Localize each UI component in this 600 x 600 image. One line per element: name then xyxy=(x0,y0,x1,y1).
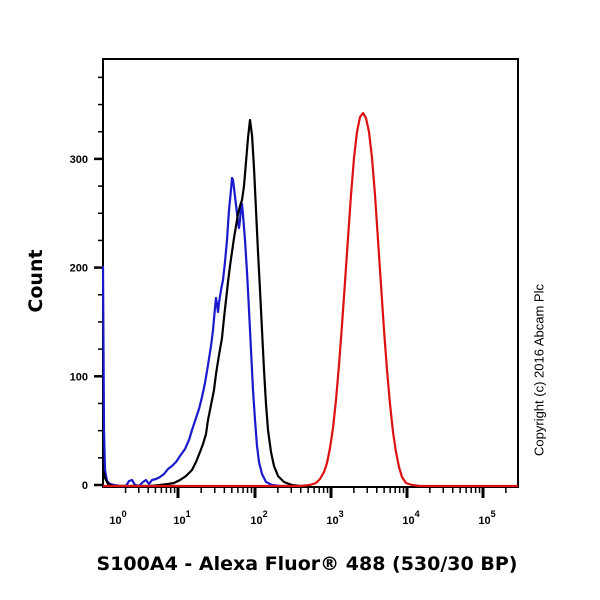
x-tick-label: 105 xyxy=(478,509,495,527)
y-axis-ticks xyxy=(94,76,103,487)
y-axis-label: Count xyxy=(25,249,47,313)
x-tick-label: 100 xyxy=(109,509,126,527)
histogram-series xyxy=(101,111,518,488)
plot-frame xyxy=(102,58,519,488)
series-black-line xyxy=(101,118,310,488)
x-tick-label: 101 xyxy=(173,509,190,527)
x-axis-ticks xyxy=(124,487,507,498)
x-tick-label: 104 xyxy=(402,509,419,527)
y-tick-label: 200 xyxy=(70,263,88,275)
y-tick-label: 100 xyxy=(70,371,88,383)
x-tick-label: 103 xyxy=(326,509,343,527)
x-tick-label: 102 xyxy=(250,509,267,527)
y-tick-labels: 0 100 200 300 xyxy=(70,154,88,492)
copyright-notice: Copyright (c) 2016 Abcam Plc xyxy=(531,284,547,456)
y-tick-label: 300 xyxy=(70,154,88,166)
x-axis-label: S100A4 - Alexa Fluor® 488 (530/30 BP) xyxy=(96,553,518,575)
y-tick-label: 0 xyxy=(82,480,88,492)
series-red-line xyxy=(103,111,518,488)
x-tick-labels: 100 101 102 103 104 105 xyxy=(109,509,495,527)
